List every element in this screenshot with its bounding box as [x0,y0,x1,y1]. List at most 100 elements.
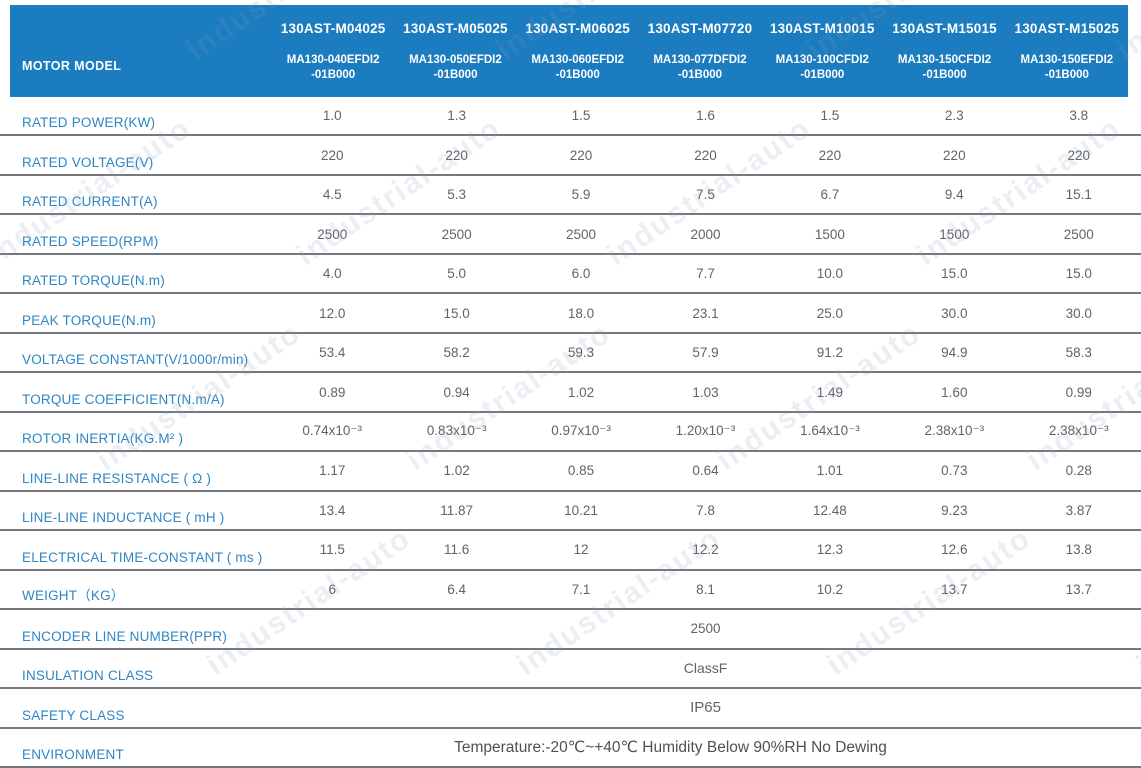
table-cell: 1.17 [319,463,346,479]
table-cell: 7.5 [696,187,715,203]
table-row: RATED SPEED(RPM) 2500 2500 2500 2000 1500 1500… [0,215,1141,255]
row-label: RATED VOLTAGE(V) [0,136,270,173]
table-cell: 13.7 [941,581,968,597]
column-header: 130AST-M15025 MA130-150EFDI2 -01B000 [1006,5,1128,97]
motor-model-label: MOTOR MODEL [22,59,122,73]
table-cell: 1.6 [696,108,715,124]
table-cell: 1.20x10⁻³ [675,423,736,439]
table-cell: 30.0 [1065,305,1092,321]
part-number-line2: -01B000 [800,69,845,81]
column-header: 130AST-M06025 MA130-060EFDI2 -01B000 [517,5,639,97]
table-cell: 8.1 [696,581,715,597]
table-row: VOLTAGE CONSTANT(V/1000r/min) 53.4 58.2 59.… [0,334,1141,374]
column-part-number: MA130-150CFDI2 -01B000 [883,53,1005,83]
row-label: WEIGHT（KG） [0,571,270,608]
table-cell: 12.48 [813,502,847,518]
row-label: ROTOR INERTIA(KG.M² ) [0,413,270,450]
table-cell: 53.4 [319,345,346,361]
table-cell: 1.3 [447,108,467,124]
column-header: 130AST-M04025 MA130-040EFDI2 -01B000 [272,5,394,97]
table-cell: 7.1 [571,581,591,597]
table-cell: 15.0 [1065,266,1092,282]
table-row: ROTOR INERTIA(KG.M² ) 0.74x10⁻³ 0.83x10⁻³ 0… [0,413,1141,453]
row-label: PEAK TORQUE(N.m) [0,294,270,331]
row-label-text: RATED POWER(KW) [22,115,156,131]
row-label-text: ENVIRONMENT [22,746,124,762]
table-cell: 12 [573,542,589,558]
table-cell: 7.8 [696,502,715,518]
row-label: LINE-LINE INDUCTANCE ( mH ) [0,492,270,529]
table-row: PEAK TORQUE(N.m) 12.0 15.0 18.0 23.1 25.0 30.0… [0,294,1141,334]
part-number-line1: MA130-150CFDI2 [897,54,992,66]
table-cell: 10.0 [816,266,844,282]
table-cell: 0.85 [567,463,595,479]
table-cell: 10.2 [816,581,844,597]
row-label: LINE-LINE RESISTANCE ( Ω ) [0,452,270,489]
table-cell: 15.0 [443,305,470,321]
table-cell: 1.5 [571,108,591,124]
row-label-text: RATED TORQUE(N.m) [22,273,165,289]
column-part-number: MA130-100CFDI2 -01B000 [761,53,883,83]
row-label-text: PEAK TORQUE(N.m) [22,312,156,328]
part-number-line1: MA130-100CFDI2 [775,54,869,66]
table-cell: 2500 [317,226,348,242]
table-cell: 58.2 [443,345,470,361]
part-number-line1: MA130-050EFDI2 [409,54,502,66]
table-cell: 12.3 [816,542,844,558]
table-span-row: ENCODER LINE NUMBER(PPR) 2500 [0,610,1141,650]
column-part-number: MA130-040EFDI2 -01B000 [272,53,394,83]
table-cell: 0.83x10⁻³ [426,423,487,439]
table-cell: 0.64 [692,463,719,479]
row-label: RATED SPEED(RPM) [0,215,270,252]
part-number-line2: -01B000 [311,69,356,81]
table-span-cell: 2500 [690,621,721,637]
table-cell: 1.49 [816,384,844,400]
part-number-line1: MA130-077DFDI2 [653,54,747,66]
table-cell: 1500 [814,226,845,242]
row-label-text: ELECTRICAL TIME-CONSTANT ( ms ) [22,549,263,565]
table-cell: 9.4 [944,187,964,203]
part-number-line2: -01B000 [433,69,478,81]
column-model-name: 130AST-M15025 [1014,21,1120,36]
table-cell: 2000 [690,226,721,242]
row-label: ENVIRONMENT [0,729,270,766]
table-cell: 4.0 [322,266,342,282]
table-cell: 1.60 [941,384,968,400]
table-cell: 220 [943,147,966,163]
table-cell: 6.7 [820,187,840,203]
table-span-cell: ClassF [683,660,728,677]
table-cell: 2500 [441,226,472,242]
table-cell: 220 [569,147,593,163]
table-row: LINE-LINE RESISTANCE ( Ω ) 1.17 1.02 0.85 0.… [0,452,1141,492]
table-row: RATED POWER(KW) 1.0 1.3 1.5 1.6 1.5 2.3 3.8 [0,97,1141,137]
column-part-number: MA130-060EFDI2 -01B000 [517,53,639,83]
table-cell: 15.0 [941,266,968,282]
row-label-text: LINE-LINE INDUCTANCE ( mH ) [22,510,225,526]
table-cell: 5.9 [571,187,591,203]
table-cell: 57.9 [692,345,719,361]
table-cell: 220 [320,147,344,163]
table-cell: 0.73 [941,463,968,479]
row-label-text: INSULATION CLASS [22,668,154,684]
table-cell: 4.5 [322,187,342,203]
table-cell: 1.02 [443,463,470,479]
table-cell: 7.7 [696,266,715,282]
row-label: ENCODER LINE NUMBER(PPR) [0,610,270,647]
row-label-text: SAFETY CLASS [22,707,125,723]
table-cell: 2.38x10⁻³ [924,423,985,439]
table-cell: 2500 [1063,226,1094,242]
row-label: SAFETY CLASS [0,689,270,726]
part-number-line1: MA130-040EFDI2 [286,54,380,66]
table-cell: 15.1 [1065,187,1092,203]
row-label: VOLTAGE CONSTANT(V/1000r/min) [0,334,270,371]
table-cell: 11.87 [440,502,474,518]
table-row: RATED VOLTAGE(V) 220 220 220 220 220 220 220 [0,136,1141,176]
row-label: RATED CURRENT(A) [0,176,270,213]
row-label-text: TORQUE COEFFICIENT(N.m/A) [22,391,225,407]
table-cell: 30.0 [941,305,968,321]
row-label-text: RATED CURRENT(A) [22,194,158,210]
table-cell: 12.6 [941,542,968,558]
table-cell: 59.3 [567,345,595,361]
column-part-number: MA130-077DFDI2 -01B000 [639,53,761,83]
table-cell: 12.2 [692,542,719,558]
